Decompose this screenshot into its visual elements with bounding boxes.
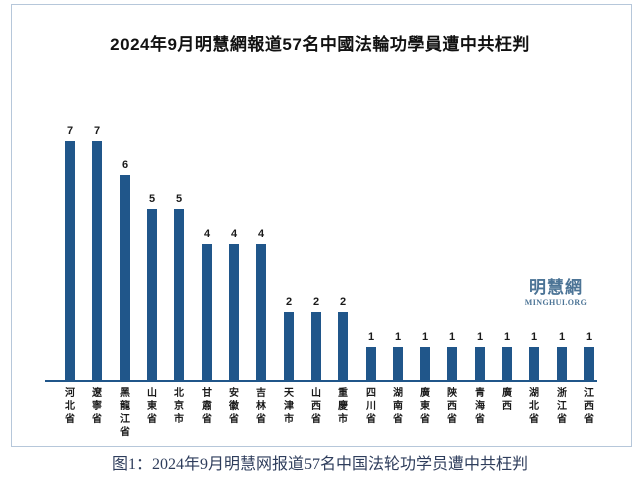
x-axis-label: 青海省	[475, 388, 485, 425]
bar	[366, 347, 376, 381]
bar-value-label: 5	[148, 193, 156, 205]
bar-value-label: 5	[175, 193, 183, 205]
x-axis-label: 天津市	[284, 388, 294, 425]
minghui-logo-latin: MINGHUI.ORG	[524, 297, 588, 307]
figure-caption: 图1：2024年9月明慧网报道57名中国法轮功学员遭中共枉判	[111, 456, 528, 473]
bar-value-label: 1	[558, 331, 566, 343]
bar-value-label: 1	[585, 331, 593, 343]
x-axis-label: 山東省	[147, 388, 157, 425]
bar	[502, 347, 512, 381]
bar	[584, 347, 594, 381]
x-axis-label: 山西省	[311, 388, 321, 425]
bar-value-label: 2	[285, 296, 293, 308]
x-axis-label: 北京市	[174, 388, 184, 425]
bar	[174, 209, 184, 381]
bar	[65, 141, 75, 381]
bar	[229, 244, 239, 381]
bar	[447, 347, 457, 381]
bar	[256, 244, 266, 381]
bar-value-label: 7	[66, 125, 74, 137]
bar-value-label: 2	[312, 296, 320, 308]
bar	[338, 312, 348, 381]
x-axis-label: 浙江省	[557, 388, 567, 425]
bar-value-label: 1	[503, 331, 511, 343]
bar-value-label: 4	[230, 228, 238, 240]
x-axis-label: 安徽省	[229, 388, 239, 425]
chart-frame	[11, 4, 632, 447]
bar-value-label: 1	[476, 331, 484, 343]
bar-value-label: 1	[367, 331, 375, 343]
x-axis-label: 四川省	[366, 388, 376, 425]
bar	[147, 209, 157, 381]
bar-value-label: 1	[421, 331, 429, 343]
bar-value-label: 2	[339, 296, 347, 308]
x-axis-label: 湖南省	[393, 388, 403, 425]
x-axis-label: 廣東省	[420, 388, 430, 425]
bar	[284, 312, 294, 381]
x-axis-label: 江西省	[584, 388, 594, 425]
x-axis-label: 遼寧省	[92, 388, 102, 425]
bar-value-label: 1	[448, 331, 456, 343]
x-axis-label: 黑龍江省	[120, 388, 130, 438]
x-axis-label: 重慶市	[338, 388, 348, 425]
minghui-logo-cjk: 明慧網	[529, 278, 583, 297]
minghui-watermark: 明慧網 MINGHUI.ORG	[514, 278, 598, 307]
bar	[120, 175, 130, 381]
bar-value-label: 4	[257, 228, 265, 240]
bar	[202, 244, 212, 381]
bar	[92, 141, 102, 381]
chart-title: 2024年9月明慧網報道57名中國法輪功學員遭中共枉判	[110, 35, 530, 54]
x-axis-label: 廣西	[502, 388, 512, 412]
bar	[475, 347, 485, 381]
bar-value-label: 4	[203, 228, 211, 240]
x-axis-label: 河北省	[65, 388, 75, 425]
x-axis-label: 吉林省	[256, 388, 266, 425]
x-axis-label: 甘肅省	[202, 388, 212, 425]
bar-value-label: 6	[121, 159, 129, 171]
bar	[557, 347, 567, 381]
x-axis-label: 湖北省	[529, 388, 539, 425]
bar-value-label: 7	[93, 125, 101, 137]
bar	[393, 347, 403, 381]
x-axis-label: 陝西省	[447, 388, 457, 425]
x-axis-line	[45, 380, 597, 382]
bar	[311, 312, 321, 381]
bar-value-label: 1	[394, 331, 402, 343]
bar	[420, 347, 430, 381]
bar	[529, 347, 539, 381]
bar-value-label: 1	[530, 331, 538, 343]
